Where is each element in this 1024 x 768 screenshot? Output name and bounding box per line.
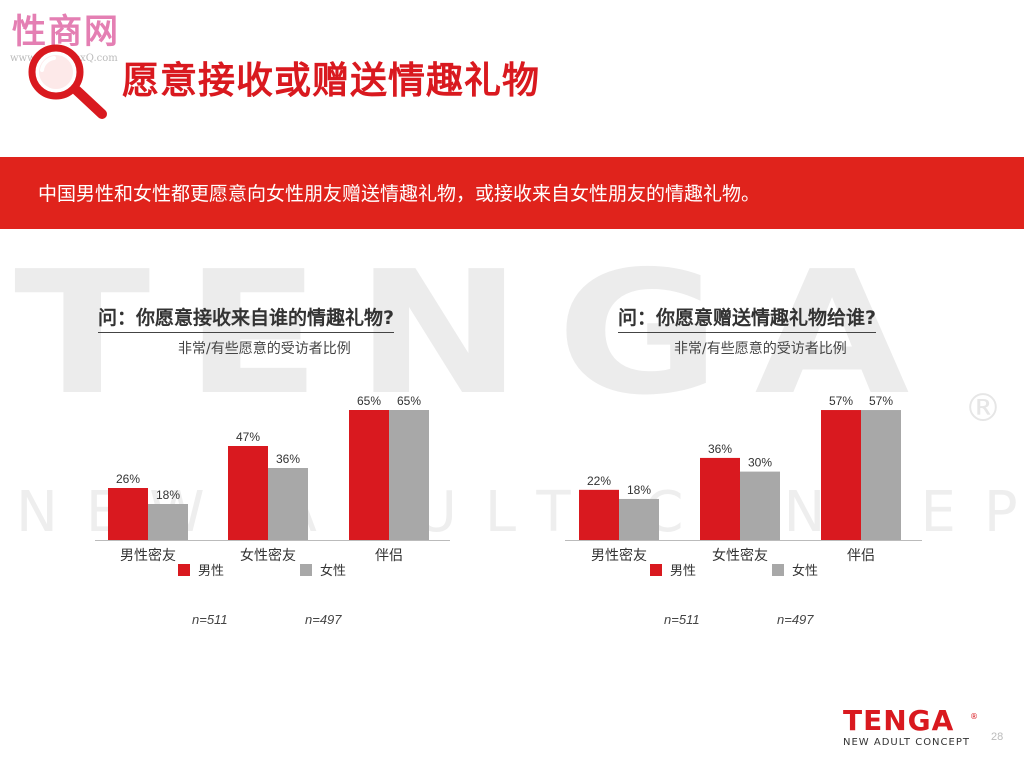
- chart-1-data-label: 47%: [236, 430, 260, 444]
- chart-1-legend-swatch: [178, 564, 190, 576]
- chart-2-legend-label: 女性: [792, 563, 818, 578]
- watermark-tenga: TENGA: [14, 262, 944, 407]
- page-title: 愿意接收或赠送情趣礼物: [122, 59, 540, 102]
- chart-1-bar: [148, 504, 188, 540]
- chart-2-bar: [619, 498, 659, 540]
- chart-1-category-label: 伴侣: [375, 547, 403, 563]
- chart-2-data-label: 18%: [627, 483, 651, 497]
- chart-2-bar: [579, 489, 619, 540]
- chart-1-bar: [108, 488, 148, 540]
- watermark-registered-mark: ®: [964, 386, 1002, 430]
- chart-1-bar: [228, 446, 268, 540]
- site-logo: 性商网: [12, 12, 120, 52]
- chart-2-title: 问：你愿意赠送情趣礼物给谁?: [618, 303, 877, 333]
- brand-tagline: NEW ADULT CONCEPT: [843, 737, 970, 748]
- chart-2-sample-size-female: n=497: [777, 612, 814, 627]
- chart-1-legend-swatch: [300, 564, 312, 576]
- chart-1-bar: [389, 410, 429, 540]
- chart-2-sample-size-male: n=511: [664, 612, 700, 627]
- chart-2-legend-swatch: [650, 564, 662, 576]
- chart-2-data-label: 22%: [587, 474, 611, 488]
- chart-1-subtitle: 非常/有些愿意的受访者比例: [178, 341, 351, 357]
- chart-1-bar: [349, 410, 389, 540]
- chart-1-data-label: 65%: [397, 394, 421, 408]
- chart-2-data-label: 57%: [829, 394, 853, 408]
- chart-1-category-label: 女性密友: [240, 547, 296, 563]
- summary-banner-text: 中国男性和女性都更愿意向女性朋友赠送情趣礼物，或接收来自女性朋友的情趣礼物。: [38, 183, 761, 205]
- brand-logo: TENGA: [843, 704, 955, 737]
- chart-2-bar: [861, 410, 901, 540]
- chart-1-legend-label: 女性: [320, 563, 346, 578]
- chart-2-subtitle: 非常/有些愿意的受访者比例: [674, 341, 847, 357]
- chart-2-bar: [821, 410, 861, 540]
- chart-1-sample-size-male: n=511: [192, 612, 228, 627]
- chart-2-data-label: 30%: [748, 456, 772, 470]
- chart-1-bar: [268, 468, 308, 540]
- chart-1-category-label: 男性密友: [120, 547, 176, 563]
- chart-1-legend-label: 男性: [198, 563, 224, 578]
- chart-2-category-label: 女性密友: [712, 547, 768, 563]
- chart-2-category-label: 男性密友: [591, 547, 647, 563]
- chart-2-legend-label: 男性: [670, 563, 696, 578]
- chart-2-category-label: 伴侣: [847, 547, 875, 563]
- chart-1-title: 问：你愿意接收来自谁的情趣礼物?: [98, 303, 395, 333]
- chart-1-data-label: 18%: [156, 488, 180, 502]
- summary-banner: 中国男性和女性都更愿意向女性朋友赠送情趣礼物，或接收来自女性朋友的情趣礼物。: [0, 157, 1024, 229]
- magnifier-icon: [28, 44, 107, 119]
- chart-2-data-label: 57%: [869, 394, 893, 408]
- chart-2-bar: [740, 471, 780, 540]
- chart-1-data-label: 36%: [276, 452, 300, 466]
- brand-registered-mark: ®: [970, 712, 978, 721]
- chart-2-data-label: 36%: [708, 442, 732, 456]
- chart-1-data-label: 65%: [357, 394, 381, 408]
- chart-2-bar: [700, 457, 740, 540]
- chart-2-legend-swatch: [772, 564, 784, 576]
- chart-1-data-label: 26%: [116, 472, 140, 486]
- chart-1-sample-size-female: n=497: [305, 612, 342, 627]
- page-number: 28: [991, 731, 1004, 743]
